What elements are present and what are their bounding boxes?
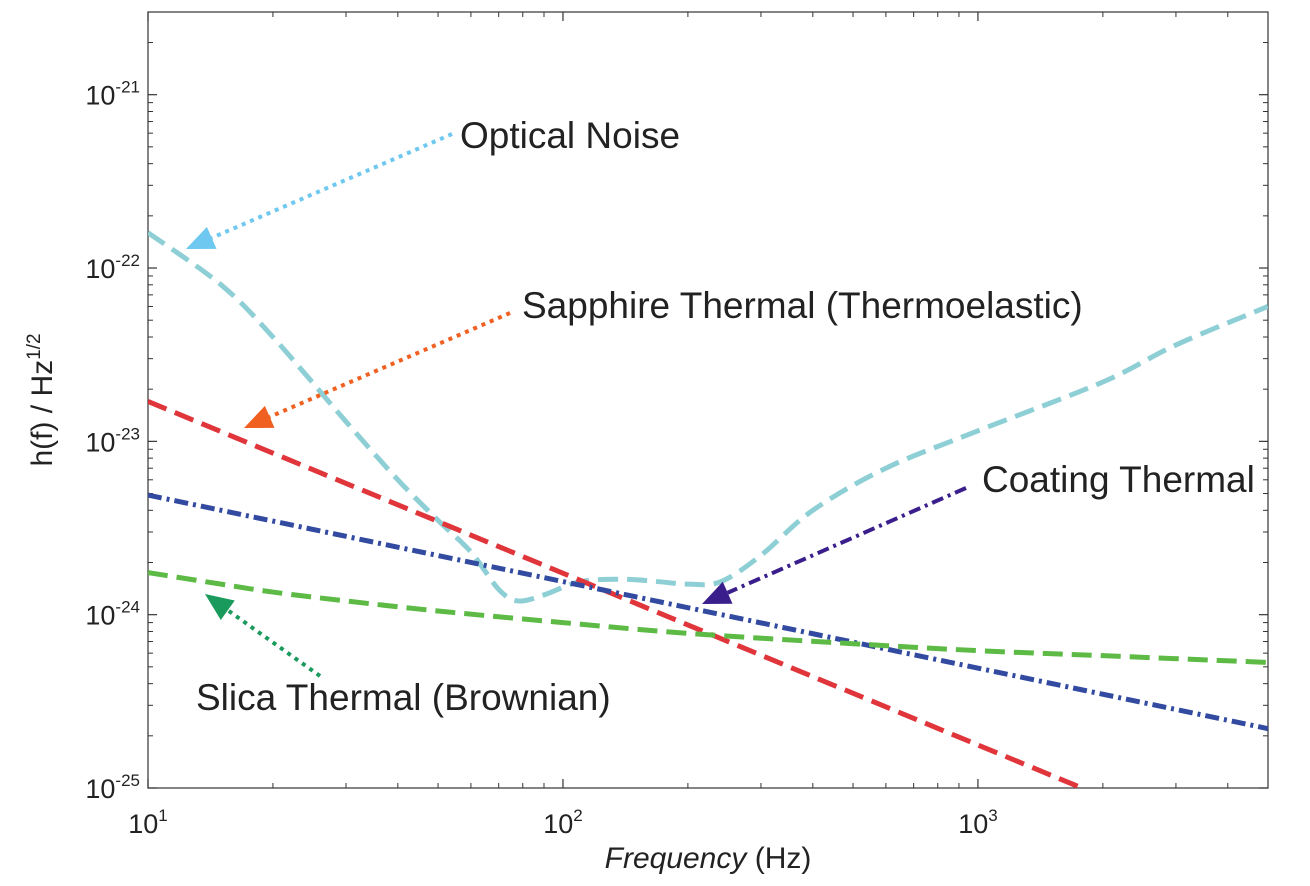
x-tick-1-label-exponent: 1 xyxy=(158,806,167,825)
optical-annotation-arrow-head xyxy=(186,226,217,249)
coating-annotation-label: Coating Thermal xyxy=(982,459,1255,500)
y-tick-m23-label-base: 10 xyxy=(85,427,115,457)
plot-area-frame xyxy=(147,11,1269,789)
y-axis-label: h(f) / Hz1/2 xyxy=(24,333,59,466)
annotation-layer: Optical Noise Sapphire Thermal (Thermoela… xyxy=(186,115,1255,718)
y-tick-m21-label: 10-21 xyxy=(85,78,140,111)
silica-annotation-label: Slica Thermal (Brownian) xyxy=(196,677,611,718)
y-tick-m24-label-base: 10 xyxy=(85,601,115,631)
y-axis-label-main: h(f) / Hz xyxy=(26,360,59,467)
series-silica-line xyxy=(148,570,1268,665)
x-tick-3-label-base: 10 xyxy=(958,809,988,839)
series-layer xyxy=(148,230,1268,788)
x-tick-2-label-base: 10 xyxy=(543,809,573,839)
x-tick-1-label: 101 xyxy=(128,806,168,839)
sapphire-annotation-label: Sapphire Thermal (Thermoelastic) xyxy=(522,285,1083,326)
y-tick-m22-label: 10-22 xyxy=(85,251,140,284)
coating-annotation-arrow-line xyxy=(726,486,967,595)
series-sapphire-line xyxy=(148,399,1083,788)
y-tick-m23-label-exponent: -23 xyxy=(115,424,140,443)
x-tick-2-label-exponent: 2 xyxy=(573,806,582,825)
x-tick-1-label-base: 10 xyxy=(128,809,158,839)
optical-annotation-label: Optical Noise xyxy=(460,115,680,156)
y-tick-m22-label-base: 10 xyxy=(85,254,115,284)
y-axis-label-exponent: 1/2 xyxy=(24,333,45,359)
y-tick-m23-label: 10-23 xyxy=(85,424,140,457)
y-tick-m25-label: 10-25 xyxy=(85,771,140,804)
y-tick-m22-label-exponent: -22 xyxy=(115,251,140,270)
y-tick-m21-label-exponent: -21 xyxy=(115,78,140,97)
x-axis-label-unit: (Hz) xyxy=(746,842,811,875)
series-coating-line xyxy=(148,492,1268,732)
sapphire-annotation-arrow-head xyxy=(244,405,275,428)
x-axis-label: Frequency (Hz) xyxy=(605,842,812,875)
x-tick-2-label: 102 xyxy=(543,806,583,839)
y-tick-m25-label-exponent: -25 xyxy=(115,771,140,790)
y-tick-m24-label: 10-24 xyxy=(85,598,140,631)
x-tick-3-label-exponent: 3 xyxy=(988,806,997,825)
sapphire-annotation-arrow-line xyxy=(268,311,511,419)
optical-annotation-arrow-line xyxy=(210,132,453,240)
series-optical-line xyxy=(148,230,1268,604)
silica-annotation-arrow-line xyxy=(226,608,322,678)
silica-annotation-arrow-head xyxy=(205,594,235,620)
y-tick-m25-label-base: 10 xyxy=(85,774,115,804)
x-axis-label-italic: Frequency xyxy=(605,842,749,875)
coating-annotation-arrow-head xyxy=(702,581,733,604)
y-tick-m24-label-exponent: -24 xyxy=(115,598,140,617)
x-tick-3-label: 103 xyxy=(958,806,998,839)
y-tick-m21-label-base: 10 xyxy=(85,81,115,111)
axis-labels: Frequency (Hz) h(f) / Hz1/2 xyxy=(24,333,811,875)
